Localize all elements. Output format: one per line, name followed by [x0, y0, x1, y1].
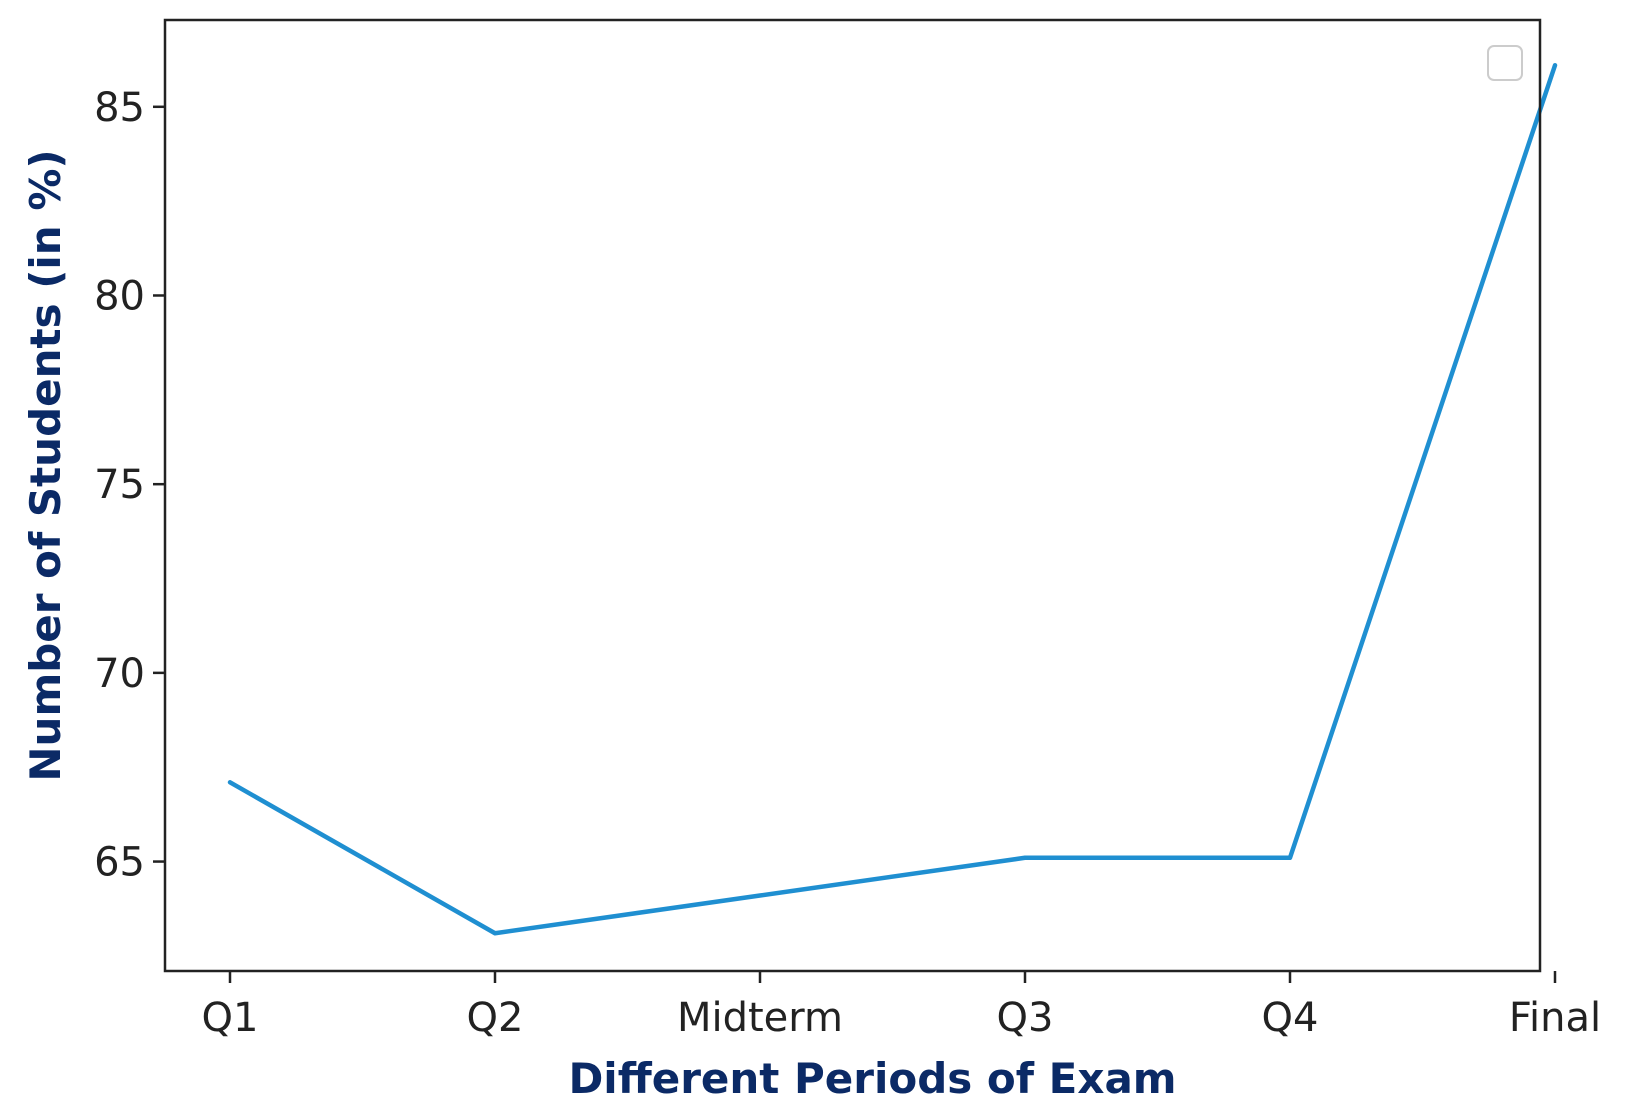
series-line: [227, 63, 1558, 936]
legend-box: [1487, 45, 1523, 81]
x-tick-label: Midterm: [677, 995, 843, 1041]
series-layer: [227, 63, 1558, 936]
y-tick-label: 80: [94, 273, 145, 319]
x-tick-label: Q1: [202, 995, 259, 1041]
x-axis-label: Different Periods of Exam: [568, 1054, 1176, 1103]
x-tick-label: Final: [1509, 995, 1601, 1041]
y-tick-label: 65: [94, 840, 145, 886]
plot-frame: [163, 18, 1542, 973]
y-tick-label: 75: [94, 462, 145, 508]
x-tick-label: Q2: [467, 995, 524, 1041]
x-tick-label: Q4: [1262, 995, 1319, 1041]
y-axis-label: Number of Students (in %): [21, 149, 70, 781]
x-tick-label: Q3: [997, 995, 1054, 1041]
axis-ticks: Q1 Q2 Midterm Q3 Q4 Final 65 70 75 80 85: [94, 85, 1601, 1041]
y-tick-label: 70: [94, 651, 145, 697]
y-tick-label: 85: [94, 85, 145, 131]
